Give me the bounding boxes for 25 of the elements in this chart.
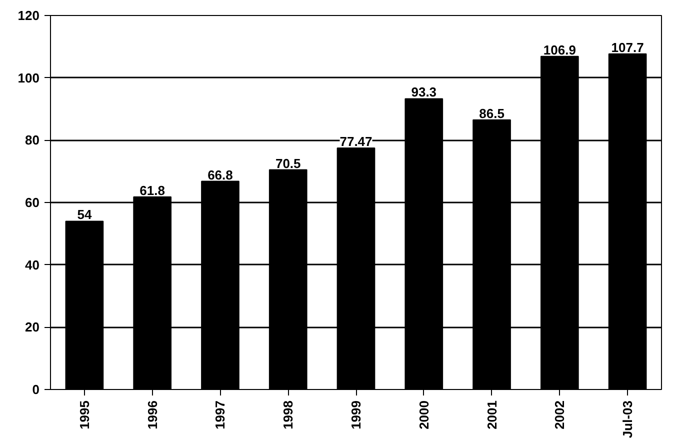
y-tick-label: 0	[32, 382, 40, 397]
data-label: 77.47	[340, 134, 372, 150]
data-label: 107.7	[611, 40, 644, 55]
x-tick-label: 1999	[348, 400, 364, 430]
data-label: 61.8	[140, 182, 165, 198]
data-label: 93.3	[411, 84, 437, 100]
x-tick-label: 2000	[416, 400, 432, 430]
x-tick-label: 1995	[76, 400, 92, 430]
data-label: 86.5	[479, 106, 504, 121]
x-tick-label: 2002	[552, 400, 568, 430]
data-label: 70.5	[275, 156, 301, 171]
y-tick-label: 100	[18, 70, 40, 86]
y-tick-label: 20	[25, 320, 40, 335]
x-tick-label: 1998	[280, 400, 296, 430]
y-tick-label: 40	[25, 257, 40, 272]
y-tick-label: 120	[18, 8, 40, 23]
data-label: 106.9	[543, 42, 576, 58]
x-tick-label: 1997	[212, 400, 228, 430]
data-label: 54	[77, 207, 92, 222]
x-tick-label: Jul-03	[620, 400, 636, 438]
x-tick-label: 1996	[144, 400, 160, 430]
x-tick-label: 2001	[484, 400, 500, 430]
y-tick-label: 60	[25, 195, 40, 210]
y-tick-label: 80	[25, 132, 40, 148]
data-label: 66.8	[208, 167, 233, 182]
